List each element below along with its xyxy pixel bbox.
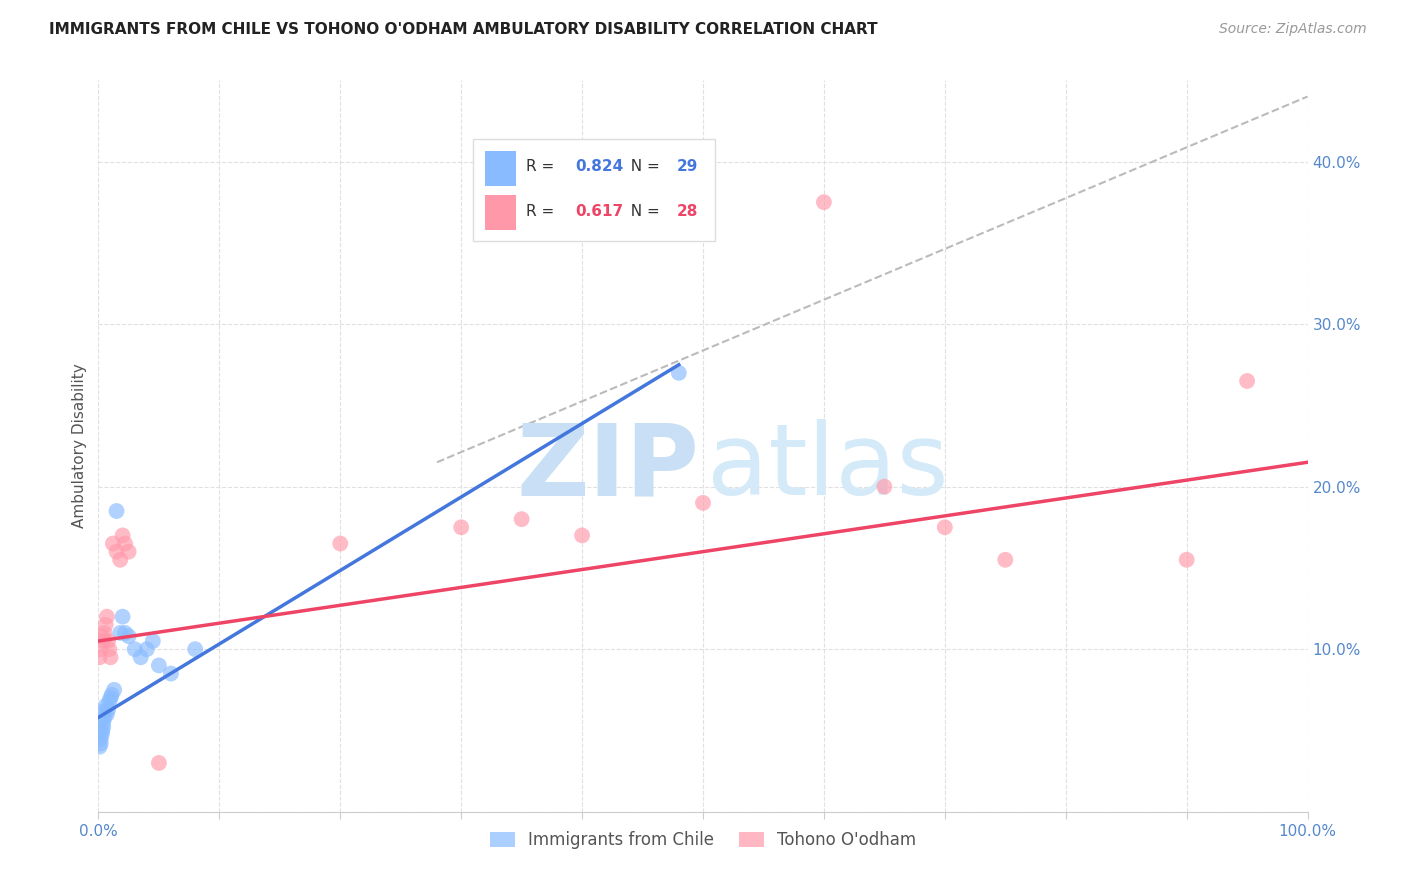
Point [994, 553, 1017, 567]
Point [93, 710, 115, 724]
Point [89, 739, 111, 754]
Point [114, 626, 136, 640]
Text: N =: N = [621, 204, 665, 219]
Point [89, 650, 111, 665]
Text: N =: N = [621, 159, 665, 174]
Y-axis label: Ambulatory Disability: Ambulatory Disability [72, 364, 87, 528]
Point [873, 480, 896, 494]
Point [108, 626, 131, 640]
Point [129, 650, 152, 665]
Text: 29: 29 [676, 159, 697, 174]
Point [103, 682, 125, 697]
Point [97, 634, 120, 648]
Point [93, 626, 115, 640]
Point [148, 658, 170, 673]
Legend: Immigrants from Chile, Tohono O'odham: Immigrants from Chile, Tohono O'odham [482, 825, 924, 856]
Point [329, 536, 352, 550]
Point [124, 642, 146, 657]
Point [510, 512, 533, 526]
Point [148, 756, 170, 770]
Point [934, 520, 956, 534]
Point [98, 642, 121, 657]
FancyBboxPatch shape [485, 195, 516, 230]
Point [142, 634, 165, 648]
Point [91, 634, 114, 648]
Point [111, 528, 134, 542]
Point [1175, 553, 1198, 567]
Point [114, 536, 136, 550]
Point [93, 704, 115, 718]
Point [1236, 374, 1258, 388]
Point [100, 688, 122, 702]
FancyBboxPatch shape [485, 152, 516, 186]
Point [184, 642, 207, 657]
Point [105, 504, 128, 518]
Point [105, 544, 128, 558]
Point [813, 195, 835, 210]
Text: Source: ZipAtlas.com: Source: ZipAtlas.com [1219, 22, 1367, 37]
Point [91, 720, 114, 734]
Text: IMMIGRANTS FROM CHILE VS TOHONO O'ODHAM AMBULATORY DISABILITY CORRELATION CHART: IMMIGRANTS FROM CHILE VS TOHONO O'ODHAM … [49, 22, 877, 37]
Point [94, 617, 117, 632]
Point [100, 690, 122, 705]
Point [91, 629, 114, 643]
Point [450, 520, 472, 534]
Text: 0.617: 0.617 [575, 204, 623, 219]
Point [160, 666, 183, 681]
Point [668, 366, 690, 380]
Text: atlas: atlas [707, 419, 948, 516]
Text: 28: 28 [676, 204, 697, 219]
Point [96, 707, 118, 722]
Point [692, 496, 714, 510]
Point [101, 536, 124, 550]
Point [91, 715, 114, 730]
FancyBboxPatch shape [474, 139, 716, 241]
Text: ZIP: ZIP [516, 419, 699, 516]
Point [96, 609, 118, 624]
Point [98, 694, 121, 708]
Point [571, 528, 593, 542]
Point [100, 650, 122, 665]
Point [91, 727, 114, 741]
Text: 0.824: 0.824 [575, 159, 623, 174]
Point [90, 642, 112, 657]
Point [97, 702, 120, 716]
Point [90, 736, 112, 750]
Text: R =: R = [526, 159, 560, 174]
Point [118, 629, 141, 643]
Point [91, 723, 114, 738]
Point [111, 609, 134, 624]
Point [108, 553, 131, 567]
Point [135, 642, 157, 657]
Point [94, 699, 117, 714]
Point [118, 544, 141, 558]
Point [90, 731, 112, 746]
Text: R =: R = [526, 204, 560, 219]
